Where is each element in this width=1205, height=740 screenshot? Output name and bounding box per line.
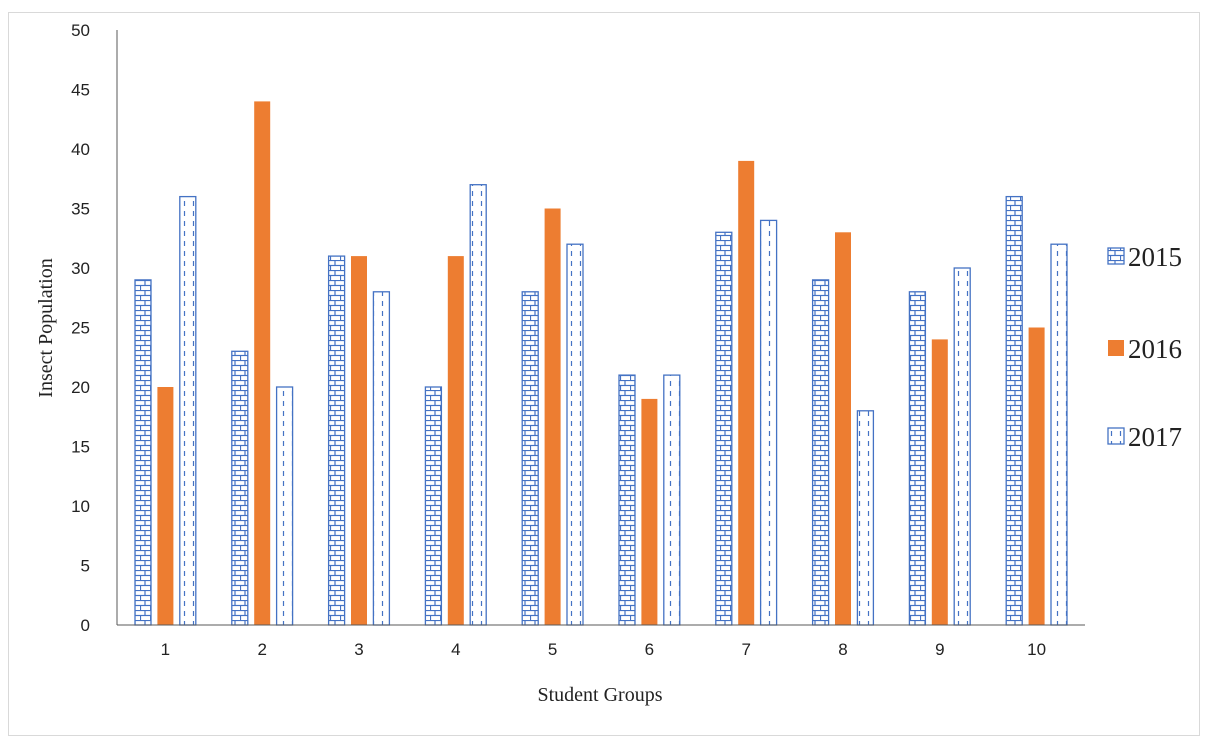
y-tick-label: 0 (81, 616, 90, 635)
x-tick-label: 6 (645, 640, 654, 659)
x-axis-ticks: 1 2 3 4 5 6 7 8 9 10 (161, 640, 1046, 659)
x-tick-label: 2 (257, 640, 266, 659)
x-tick-label: 9 (935, 640, 944, 659)
legend-swatch-2016 (1108, 340, 1124, 356)
y-axis-title: Insect Population (35, 258, 57, 397)
y-tick-label: 50 (71, 21, 90, 40)
y-tick-label: 45 (71, 81, 90, 100)
bars (134, 101, 1068, 626)
bar-2016-group-3 (351, 256, 367, 625)
bar-2015-group-2 (231, 350, 249, 626)
bar-2017-group-6 (663, 374, 681, 626)
bar-2017-group-2 (275, 386, 294, 626)
chart-frame (8, 12, 1200, 736)
legend-label: 2017 (1128, 422, 1182, 452)
bar-2017-group-10 (1050, 243, 1068, 626)
y-tick-label: 30 (71, 259, 90, 278)
y-axis-ticks: 0 5 10 15 20 25 30 35 40 45 50 (71, 21, 90, 635)
bar-2015-group-8 (811, 279, 830, 626)
x-axis-title: Student Groups (538, 684, 663, 706)
bar-2015-group-9 (908, 291, 927, 626)
bar-2016-group-7 (738, 160, 755, 625)
x-tick-label: 5 (548, 640, 557, 659)
bar-2016-group-9 (931, 339, 948, 625)
bar-2015-group-5 (521, 291, 539, 626)
bar-2016-group-1 (157, 387, 174, 625)
bar-2017-group-4 (469, 184, 487, 626)
x-tick-label: 4 (451, 640, 460, 659)
y-tick-label: 20 (71, 378, 90, 397)
y-tick-label: 15 (71, 438, 90, 457)
x-tick-label: 7 (741, 640, 750, 659)
y-tick-label: 5 (81, 557, 90, 576)
bar-2016-group-6 (641, 398, 658, 625)
legend-label: 2016 (1128, 334, 1182, 364)
bar-2017-group-9 (953, 267, 971, 626)
bar-2017-group-5 (566, 243, 584, 626)
y-tick-label: 10 (71, 497, 90, 516)
legend-swatch-2017 (1107, 427, 1125, 445)
y-tick-label: 40 (71, 140, 90, 159)
legend: 2015 2016 2017 (1107, 242, 1182, 452)
bar-2016-group-5 (544, 208, 561, 625)
bar-2015-group-4 (424, 386, 443, 626)
bar-2015-group-3 (327, 255, 346, 626)
y-tick-label: 35 (71, 200, 90, 219)
y-tick-label: 25 (71, 319, 90, 338)
legend-swatch-2015 (1107, 247, 1125, 265)
bar-2015-group-7 (715, 231, 733, 626)
bar-2017-group-1 (179, 195, 197, 626)
bar-2017-group-8 (856, 410, 875, 626)
bar-2016-group-4 (447, 256, 464, 625)
x-tick-label: 10 (1027, 640, 1046, 659)
bar-2017-group-7 (759, 219, 778, 626)
bar-2016-group-8 (835, 232, 851, 626)
bar-2015-group-10 (1005, 195, 1023, 626)
legend-label: 2015 (1128, 242, 1182, 272)
x-tick-label: 3 (354, 640, 363, 659)
bar-2015-group-6 (618, 374, 636, 626)
bar-2015-group-1 (134, 279, 152, 626)
bar-2016-group-10 (1028, 327, 1045, 625)
x-tick-label: 1 (161, 640, 170, 659)
x-tick-label: 8 (838, 640, 847, 659)
bar-2016-group-2 (254, 101, 271, 625)
bar-2017-group-3 (372, 291, 391, 626)
